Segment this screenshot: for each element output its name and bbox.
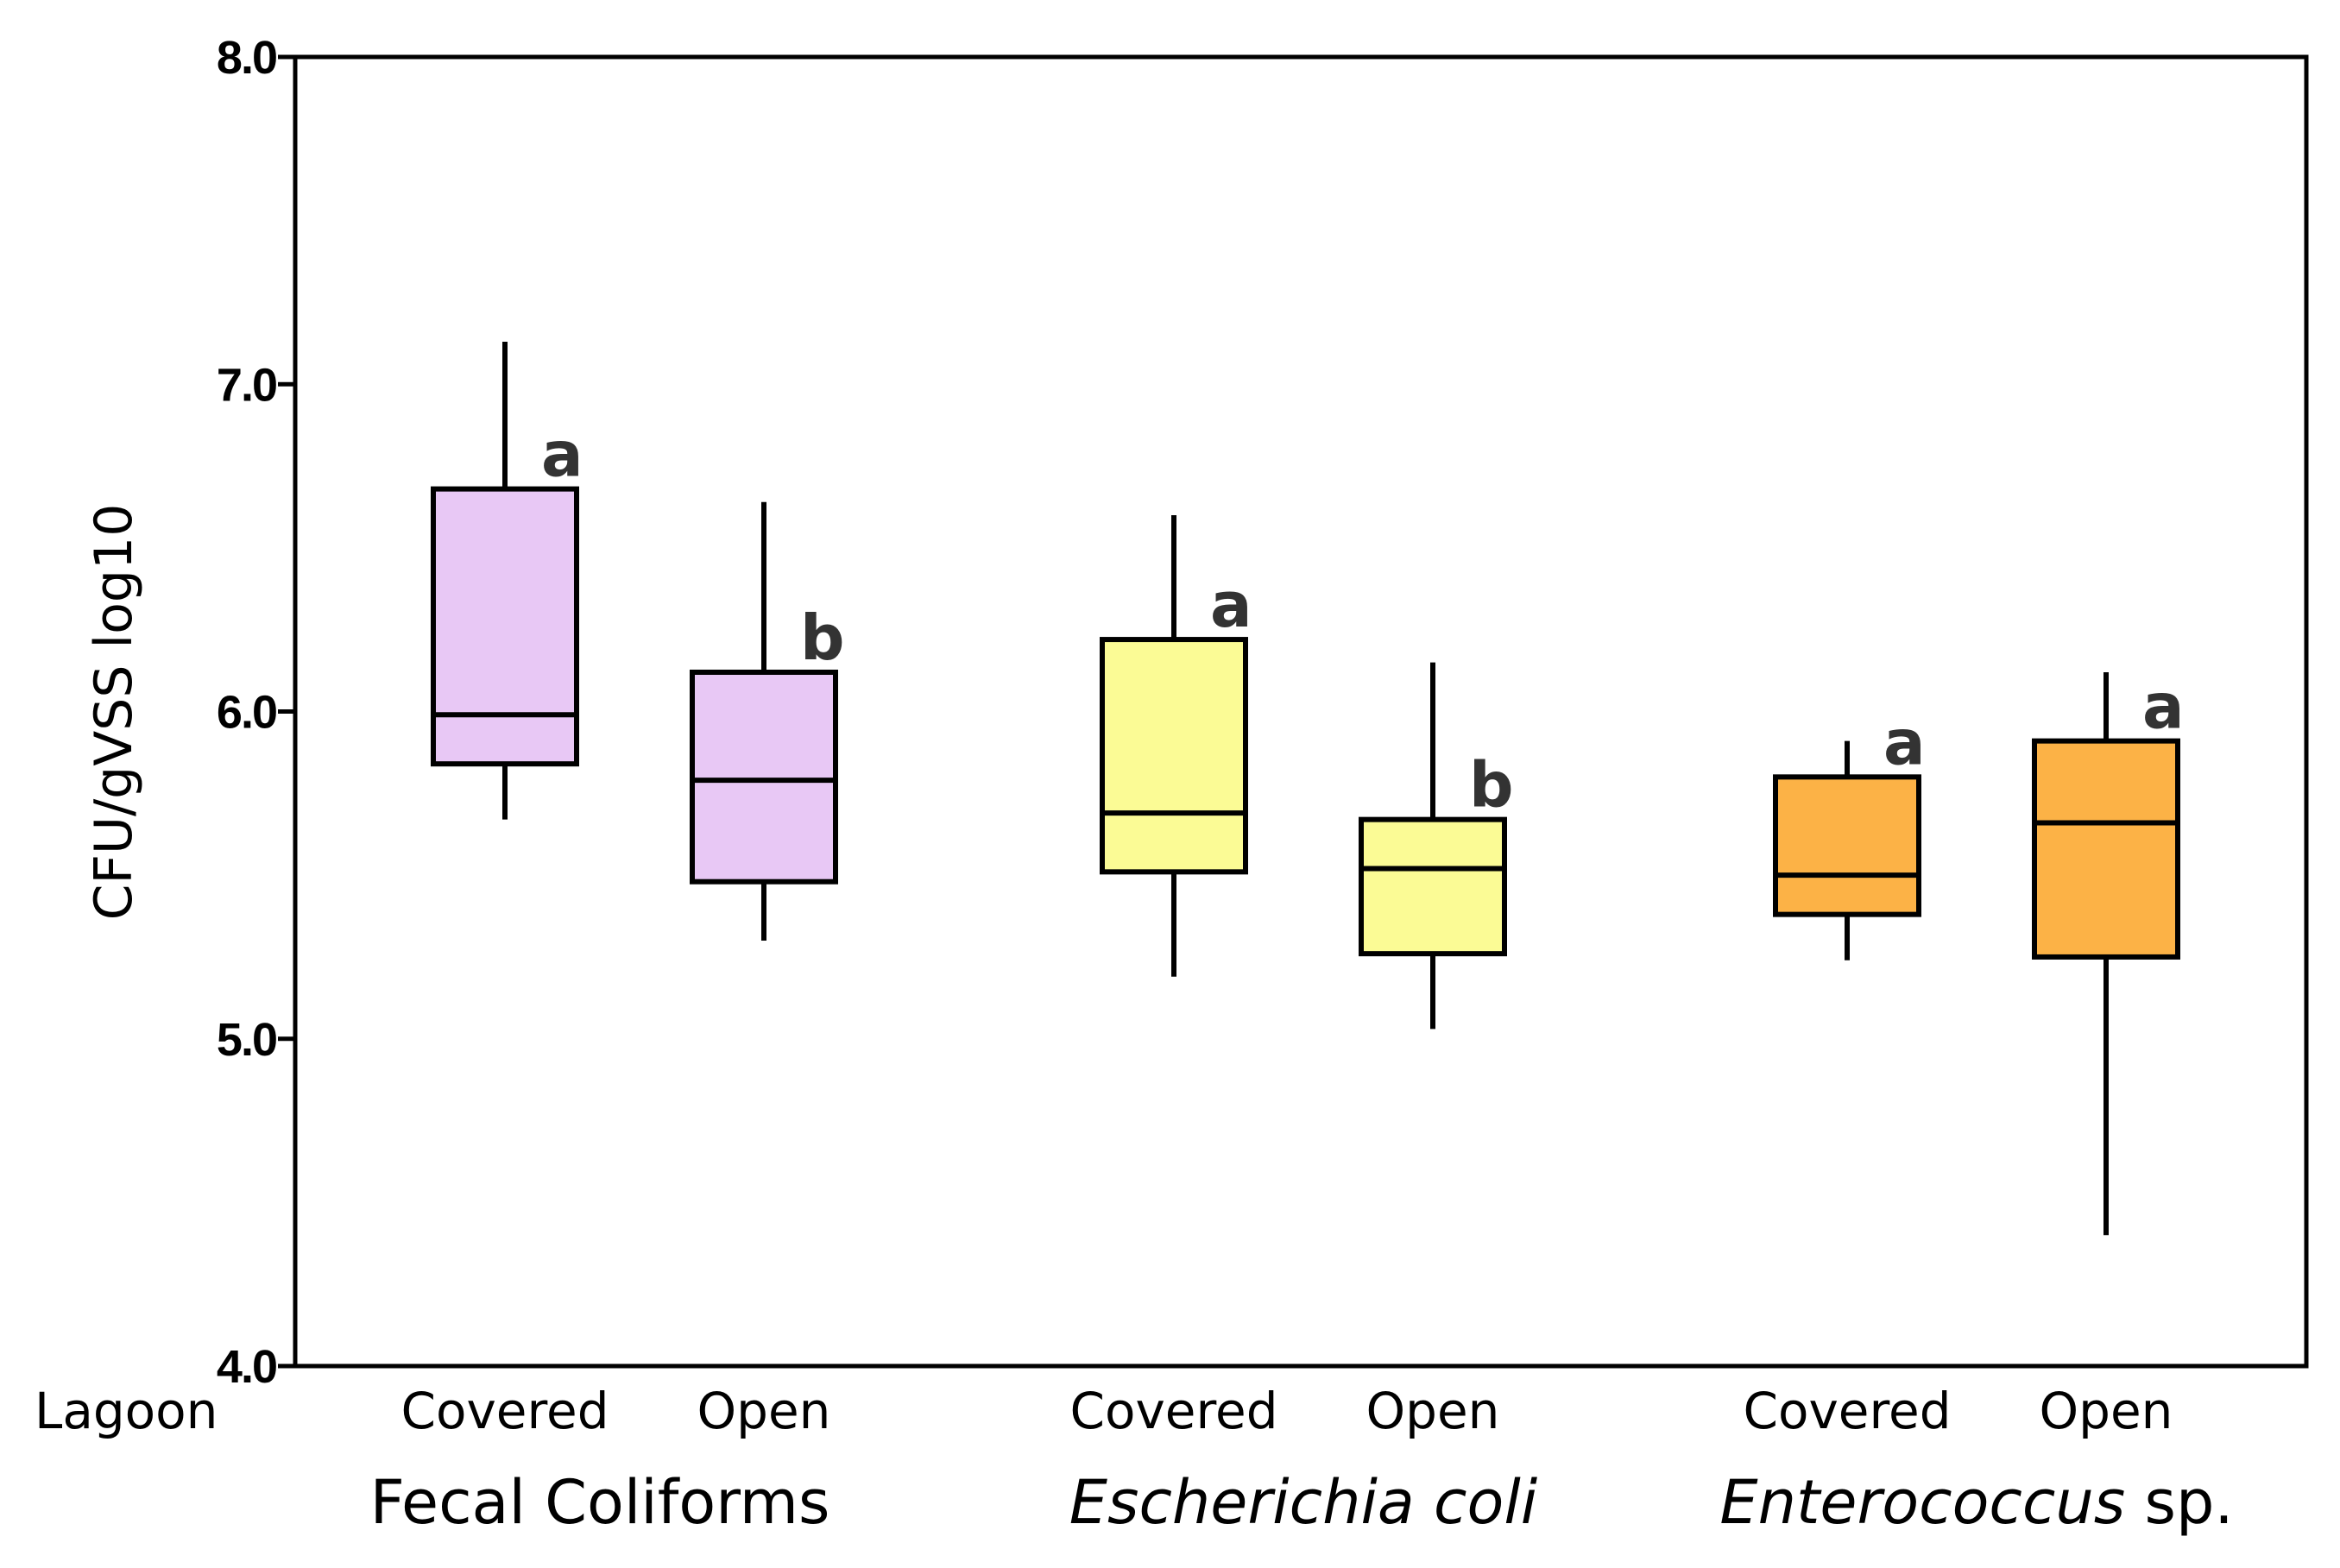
y-tick-label: 4.0 [217, 1341, 276, 1393]
y-tick-label: 7.0 [217, 359, 276, 411]
plot-frame [293, 54, 2309, 1369]
significance-letter: a [541, 419, 583, 491]
box-iqr [1100, 637, 1248, 875]
category-label: Covered [1069, 1382, 1277, 1440]
box-iqr [1773, 774, 1921, 917]
category-label: Open [2040, 1382, 2173, 1440]
category-label: Open [697, 1382, 831, 1440]
y-tick-label: 8.0 [217, 32, 276, 84]
group-label: Escherichia coli [1069, 1467, 1538, 1538]
lagoon-row-label: Lagoon [35, 1382, 218, 1440]
y-axis-label: CFU/gVSS log10 [84, 504, 144, 921]
group-enterococcus-sp-: a Covered a Open Enterococcus sp. [1719, 671, 2233, 1538]
box-covered: a Covered [1069, 514, 1278, 1440]
group-label: Enterococcus sp. [1719, 1467, 2233, 1538]
y-axis: 4.0 5.0 6.0 7.0 8.0 [217, 32, 295, 1393]
significance-letter: a [2142, 671, 2185, 743]
box-covered: a Covered [401, 341, 609, 1440]
significance-letter: b [800, 601, 845, 674]
significance-letter: b [1469, 749, 1514, 822]
category-label: Open [1366, 1382, 1500, 1440]
box-iqr [1359, 816, 1507, 957]
box-iqr [431, 486, 579, 767]
box-iqr [690, 669, 838, 885]
group-label-plain: Fecal Coliforms [370, 1467, 830, 1538]
group-label: Fecal Coliforms [370, 1467, 830, 1538]
box-covered: a Covered [1743, 706, 1951, 1440]
group-escherichia-coli: a Covered b Open Escherichia coli [1069, 514, 1538, 1538]
box-open: a Open [2032, 671, 2185, 1440]
y-tick-label: 5.0 [217, 1014, 276, 1066]
box-open: b Open [690, 501, 845, 1440]
significance-letter: a [1210, 569, 1252, 641]
group-label-italic: Escherichia coli [1069, 1467, 1538, 1538]
box-open: b Open [1359, 662, 1514, 1440]
group-label-plain: sp. [2125, 1467, 2233, 1538]
y-tick-label: 6.0 [217, 687, 276, 739]
significance-letter: a [1883, 706, 1926, 778]
box-series: a Covered b Open Fecal Coliforms a Covered b Ope… [370, 341, 2234, 1538]
group-label-italic: Enterococcus [1719, 1467, 2125, 1538]
group-fecal-coliforms: a Covered b Open Fecal Coliforms [370, 341, 845, 1538]
category-label: Covered [401, 1382, 609, 1440]
box-iqr [2032, 738, 2180, 960]
category-label: Covered [1743, 1382, 1951, 1440]
